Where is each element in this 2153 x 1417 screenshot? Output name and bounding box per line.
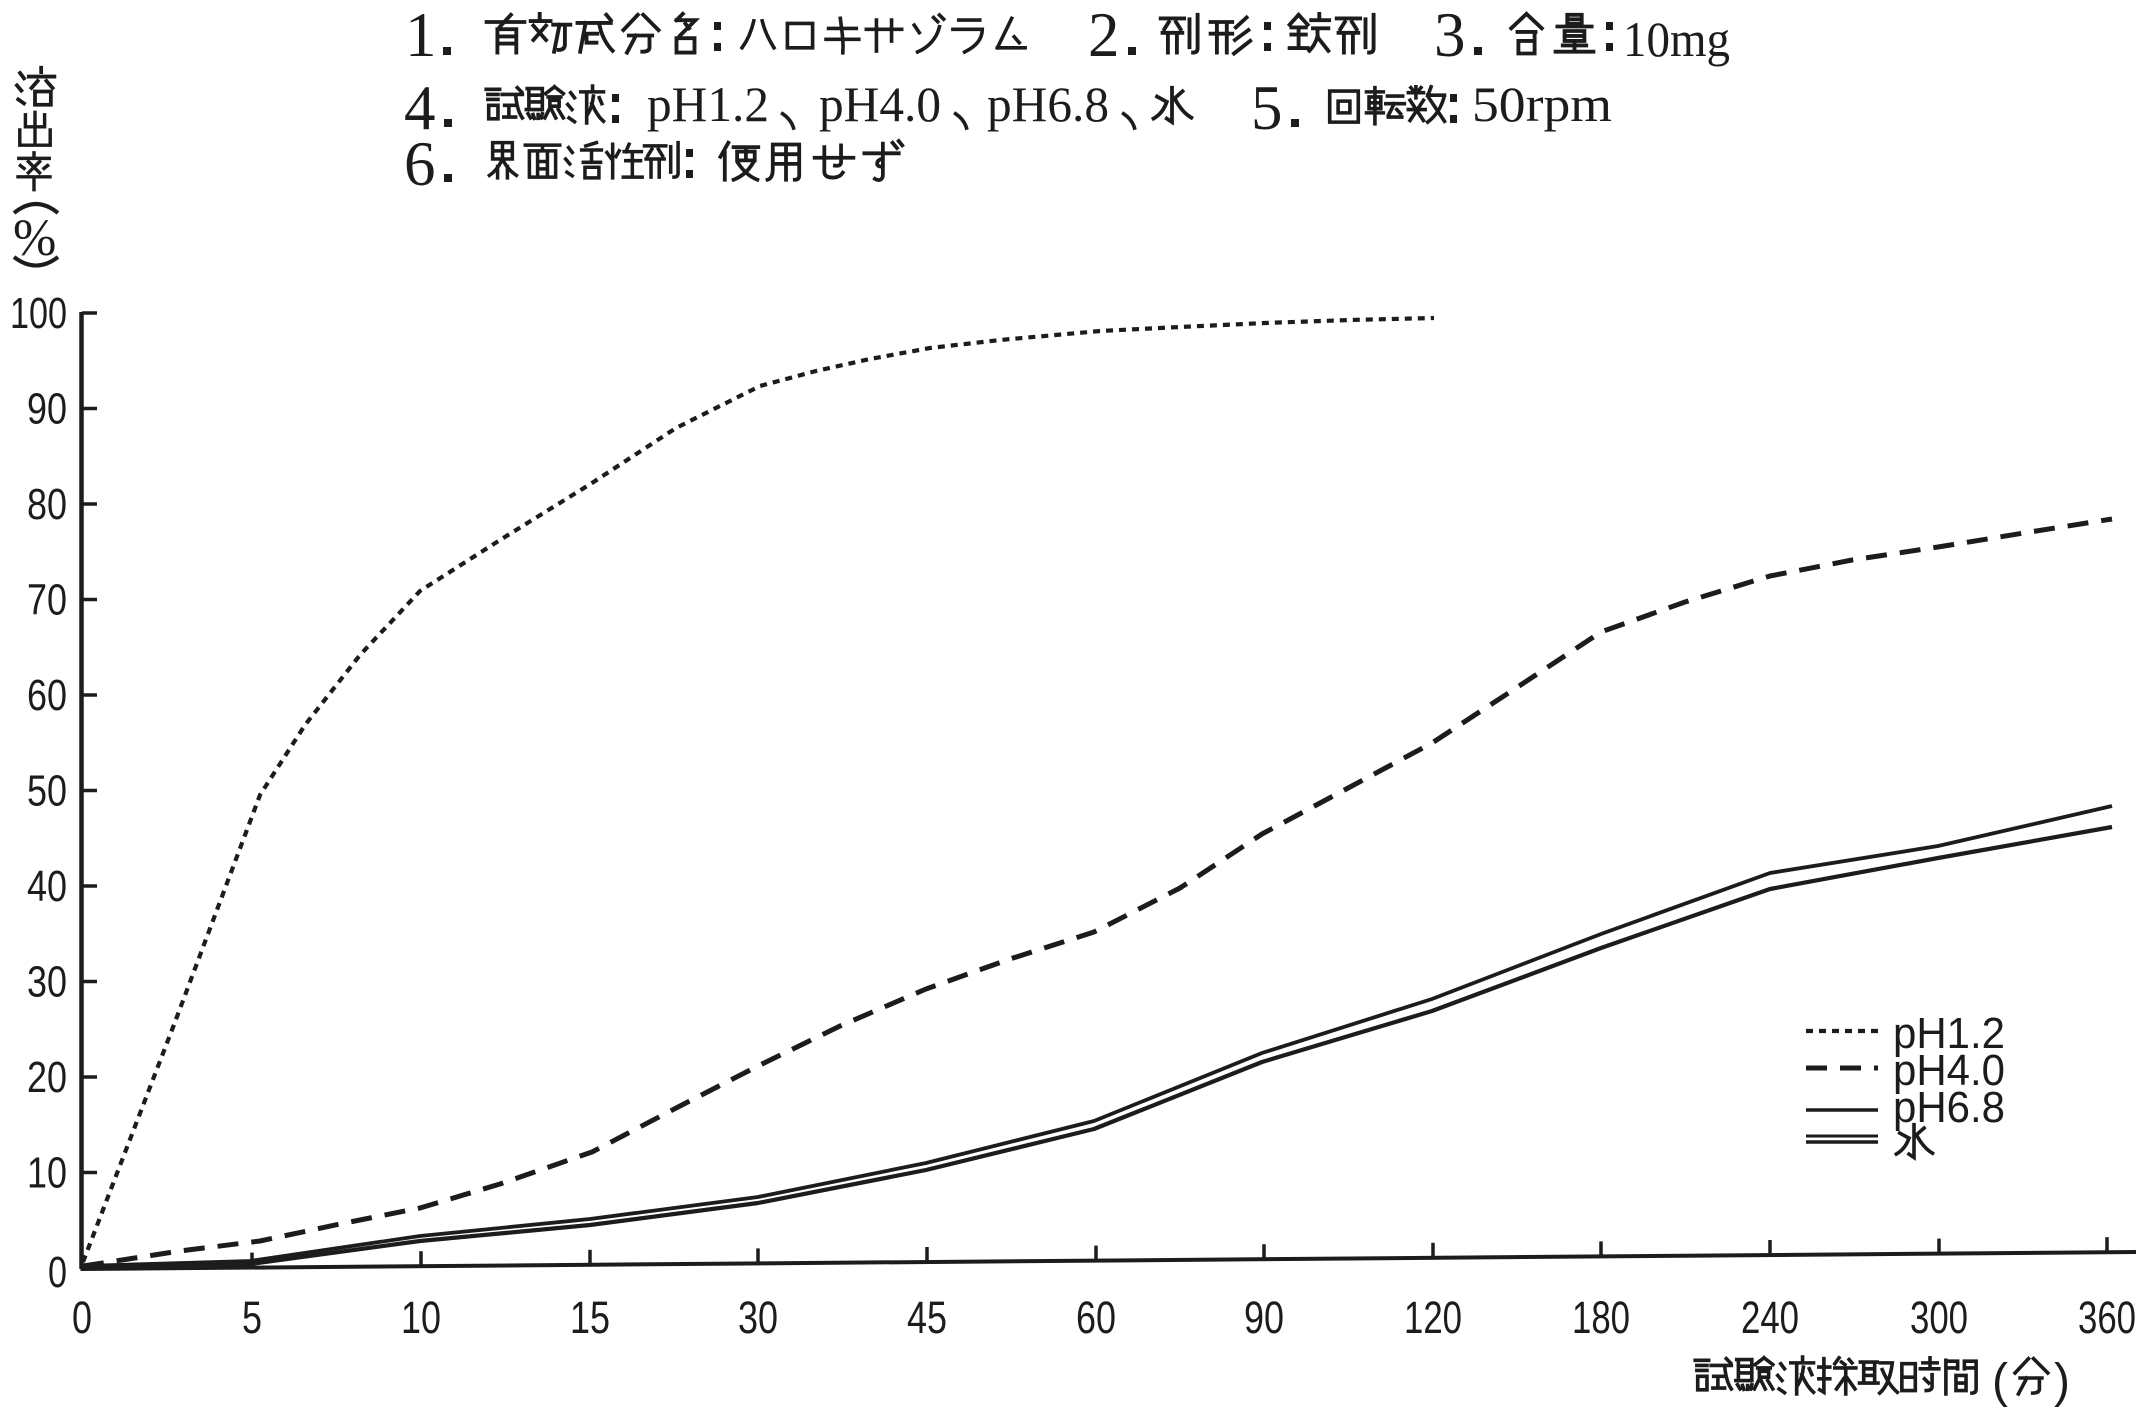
svg-text:%: % (13, 210, 56, 267)
svg-text:0: 0 (72, 1292, 92, 1343)
svg-text:10mg: 10mg (1623, 11, 1730, 67)
svg-text:60: 60 (1076, 1292, 1116, 1343)
svg-text:1: 1 (405, 0, 437, 70)
svg-text:240: 240 (1741, 1292, 1799, 1343)
svg-text:70: 70 (27, 576, 67, 625)
svg-text:45: 45 (907, 1292, 947, 1343)
svg-text:(: ( (1992, 1355, 2008, 1408)
svg-text:pH4.0: pH4.0 (819, 76, 941, 132)
svg-text:60: 60 (27, 671, 67, 720)
svg-text:pH1.2: pH1.2 (647, 76, 769, 132)
svg-text:pH4.0: pH4.0 (1893, 1046, 2005, 1095)
svg-text:300: 300 (1910, 1292, 1968, 1343)
svg-text:20: 20 (27, 1053, 67, 1102)
svg-text:40: 40 (27, 862, 67, 911)
svg-text:180: 180 (1572, 1292, 1630, 1343)
svg-text:3: 3 (1434, 0, 1466, 70)
svg-text:80: 80 (27, 480, 67, 529)
svg-text:pH6.8: pH6.8 (987, 76, 1109, 132)
svg-text:30: 30 (738, 1292, 778, 1343)
svg-text:90: 90 (27, 385, 67, 434)
svg-text:6: 6 (404, 129, 436, 199)
svg-text:10: 10 (401, 1292, 441, 1343)
svg-text:5: 5 (242, 1292, 262, 1343)
svg-text:15: 15 (570, 1292, 610, 1343)
svg-text:0: 0 (48, 1248, 67, 1297)
svg-text:30: 30 (27, 958, 67, 1007)
svg-text:pH6.8: pH6.8 (1893, 1083, 2005, 1132)
svg-text:2: 2 (1088, 0, 1120, 70)
svg-text:10: 10 (27, 1149, 67, 1198)
svg-text:): ) (2054, 1355, 2070, 1408)
svg-text:90: 90 (1244, 1292, 1284, 1343)
svg-text:120: 120 (1404, 1292, 1462, 1343)
svg-text:100: 100 (10, 289, 67, 338)
svg-text:5: 5 (1251, 73, 1283, 143)
svg-text:pH1.2: pH1.2 (1893, 1009, 2005, 1058)
svg-text:50rpm: 50rpm (1472, 76, 1612, 132)
svg-text:360: 360 (2078, 1292, 2136, 1343)
svg-text:50: 50 (27, 767, 67, 816)
svg-text:4: 4 (404, 73, 436, 143)
